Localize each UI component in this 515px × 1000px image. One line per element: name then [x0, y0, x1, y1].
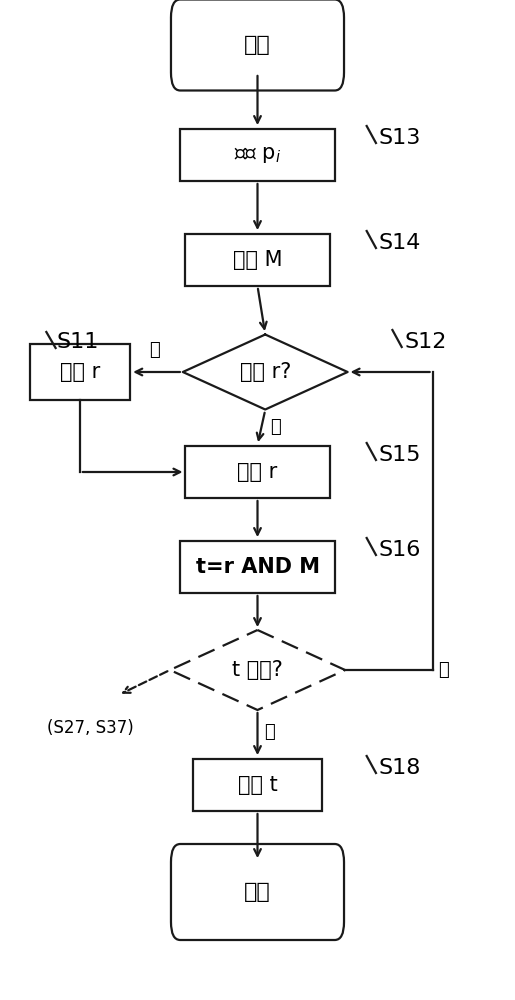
Text: (S27, S37): (S27, S37) — [47, 719, 133, 737]
FancyBboxPatch shape — [171, 0, 344, 91]
Polygon shape — [170, 630, 345, 710]
Text: 生成 r: 生成 r — [60, 362, 100, 382]
Polygon shape — [183, 334, 348, 410]
Text: 开始: 开始 — [244, 35, 271, 55]
Text: S15: S15 — [379, 445, 421, 465]
Text: S14: S14 — [379, 233, 421, 253]
Text: 是: 是 — [264, 723, 275, 741]
Bar — [180, 129, 335, 181]
Text: 否: 否 — [438, 661, 449, 679]
Bar — [185, 234, 330, 286]
Text: 是: 是 — [270, 418, 281, 436]
Text: S11: S11 — [57, 332, 99, 352]
Bar — [193, 759, 322, 811]
Text: S12: S12 — [404, 332, 447, 352]
Text: S13: S13 — [379, 128, 421, 148]
Text: 残留 r?: 残留 r? — [239, 362, 291, 382]
Text: 结束: 结束 — [244, 882, 271, 902]
Text: 输出 t: 输出 t — [237, 775, 278, 795]
Text: S16: S16 — [379, 540, 421, 560]
Text: 获取 r: 获取 r — [237, 462, 278, 482]
Text: 输入 p$_i$: 输入 p$_i$ — [234, 145, 281, 165]
Bar — [180, 541, 335, 593]
Text: S18: S18 — [379, 758, 421, 778]
Text: t=r AND M: t=r AND M — [196, 557, 319, 577]
Text: 否: 否 — [149, 341, 160, 359]
Bar — [29, 344, 130, 399]
Bar — [185, 446, 330, 498]
Text: t 合格?: t 合格? — [232, 660, 283, 680]
FancyBboxPatch shape — [171, 844, 344, 940]
Text: 生成 M: 生成 M — [233, 250, 282, 270]
